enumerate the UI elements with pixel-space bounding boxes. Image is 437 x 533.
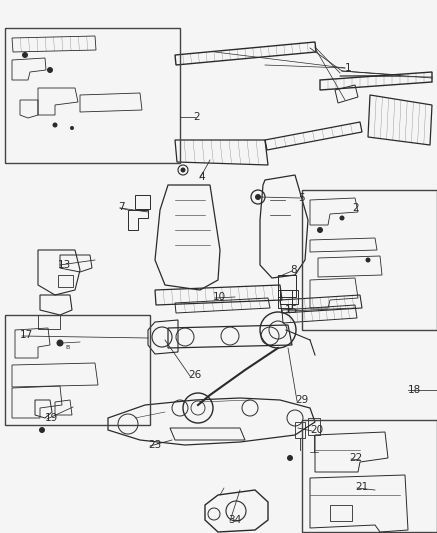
Text: 23: 23 <box>148 440 161 450</box>
Text: 4: 4 <box>198 172 205 182</box>
Bar <box>330 505 352 521</box>
Circle shape <box>287 455 293 461</box>
Text: 21: 21 <box>355 482 368 492</box>
Bar <box>278 275 296 297</box>
Circle shape <box>180 167 185 173</box>
Text: 5: 5 <box>298 193 305 203</box>
Text: 2: 2 <box>352 203 359 213</box>
Bar <box>5 28 180 163</box>
Circle shape <box>340 215 344 221</box>
Bar <box>5 315 150 425</box>
Bar <box>278 290 292 308</box>
Text: 10: 10 <box>213 292 226 302</box>
Text: 19: 19 <box>45 413 58 423</box>
Text: 1: 1 <box>345 63 352 73</box>
Bar <box>302 420 437 532</box>
Circle shape <box>39 427 45 433</box>
Text: 13: 13 <box>58 260 71 270</box>
Bar <box>58 275 73 287</box>
Circle shape <box>56 340 63 346</box>
Circle shape <box>22 52 28 58</box>
Circle shape <box>317 227 323 233</box>
Bar <box>135 195 150 209</box>
Text: 15: 15 <box>285 305 298 315</box>
Text: 7: 7 <box>118 202 125 212</box>
Text: B: B <box>65 345 69 350</box>
Text: 22: 22 <box>349 453 362 463</box>
Text: 26: 26 <box>188 370 201 380</box>
Text: 29: 29 <box>295 395 308 405</box>
Circle shape <box>70 126 74 130</box>
Text: 18: 18 <box>408 385 421 395</box>
Text: 20: 20 <box>310 425 323 435</box>
Bar <box>295 422 305 438</box>
Circle shape <box>365 257 371 262</box>
Bar <box>280 290 298 304</box>
Bar <box>38 315 60 329</box>
Text: 34: 34 <box>228 515 241 525</box>
Text: 2: 2 <box>193 112 200 122</box>
Circle shape <box>255 194 261 200</box>
Bar <box>302 190 437 330</box>
Text: 8: 8 <box>290 265 297 275</box>
Circle shape <box>47 67 53 73</box>
Text: 17: 17 <box>20 330 33 340</box>
Circle shape <box>52 123 58 127</box>
